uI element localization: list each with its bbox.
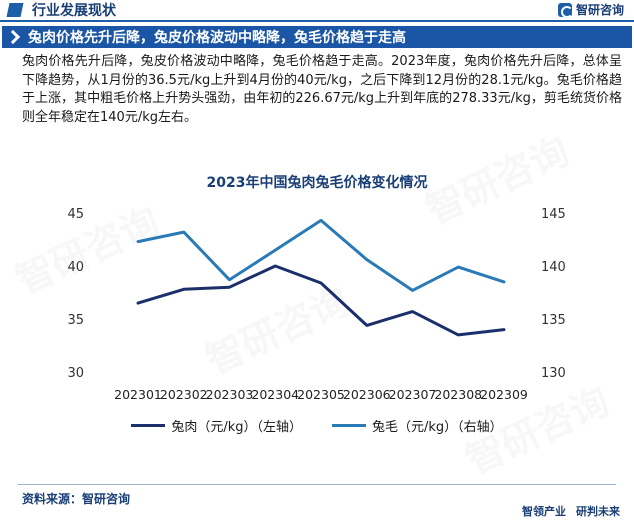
y-right-tick-label: 145 bbox=[541, 207, 566, 222]
legend-label: 兔毛（元/kg）（右轴） bbox=[372, 420, 503, 435]
y-left-tick-label: 35 bbox=[67, 313, 84, 328]
top-bar: 行业发展现状 智研咨询 bbox=[0, 0, 634, 22]
y-right-tick-label: 140 bbox=[541, 260, 566, 275]
headline-text: 兔肉价格先升后降，兔皮价格波动中略降，兔毛价格趋于走高 bbox=[28, 30, 406, 46]
footer-brand: 智领产业 研判未来 bbox=[522, 503, 620, 519]
headline-banner: 兔肉价格先升后降，兔皮价格波动中略降，兔毛价格趋于走高 bbox=[2, 26, 632, 48]
series-line-0 bbox=[136, 264, 506, 337]
legend-item-meat: 兔肉（元/kg）（左轴） bbox=[131, 416, 302, 435]
brand-icon bbox=[557, 2, 573, 18]
legend-swatch bbox=[332, 424, 366, 427]
x-tick-label: 202301 bbox=[114, 387, 162, 402]
footer-brand-right: 研判未来 bbox=[576, 505, 620, 518]
y-left-tick-label: 30 bbox=[67, 366, 84, 381]
footer-brand-left: 智领产业 bbox=[522, 505, 566, 518]
legend-label: 兔肉（元/kg）（左轴） bbox=[171, 420, 302, 435]
brand-name: 智研咨询 bbox=[575, 3, 624, 17]
section-title: 行业发展现状 bbox=[32, 3, 116, 19]
source-note: 资料来源：智研咨询 bbox=[22, 492, 131, 506]
y-right-tick-label: 135 bbox=[541, 313, 566, 328]
chart-title: 2023年中国兔肉兔毛价格变化情况 bbox=[206, 175, 428, 191]
legend-swatch bbox=[131, 424, 166, 427]
x-tick-label: 202309 bbox=[480, 387, 528, 402]
header-rule bbox=[0, 20, 634, 22]
x-tick-label: 202306 bbox=[343, 387, 391, 402]
y-right-tick-label: 130 bbox=[541, 366, 566, 381]
brand-logo: 智研咨询 bbox=[557, 1, 624, 18]
y-left-tick-label: 45 bbox=[67, 207, 84, 222]
series-line-1 bbox=[136, 218, 506, 292]
x-tick-label: 202304 bbox=[251, 387, 299, 402]
x-tick-label: 202302 bbox=[160, 387, 208, 402]
x-tick-label: 202303 bbox=[206, 387, 254, 402]
x-tick-label: 202308 bbox=[434, 387, 482, 402]
footer-rule bbox=[18, 484, 616, 485]
section-marker-icon bbox=[6, 3, 24, 17]
x-tick-label: 202307 bbox=[389, 387, 437, 402]
legend-item-wool: 兔毛（元/kg）（右轴） bbox=[332, 416, 503, 435]
summary-paragraph: 兔肉价格先升后降，兔皮价格波动中略降，兔毛价格趋于走高。2023年度，兔肉价格先… bbox=[22, 54, 622, 125]
line-chart: 3035404513013514014520230120230220230320… bbox=[67, 207, 566, 402]
x-tick-label: 202305 bbox=[297, 387, 345, 402]
y-left-tick-label: 40 bbox=[67, 260, 84, 275]
chart-legend: 兔肉（元/kg）（左轴） 兔毛（元/kg）（右轴） bbox=[0, 416, 634, 435]
chevron-right-icon bbox=[5, 29, 21, 45]
